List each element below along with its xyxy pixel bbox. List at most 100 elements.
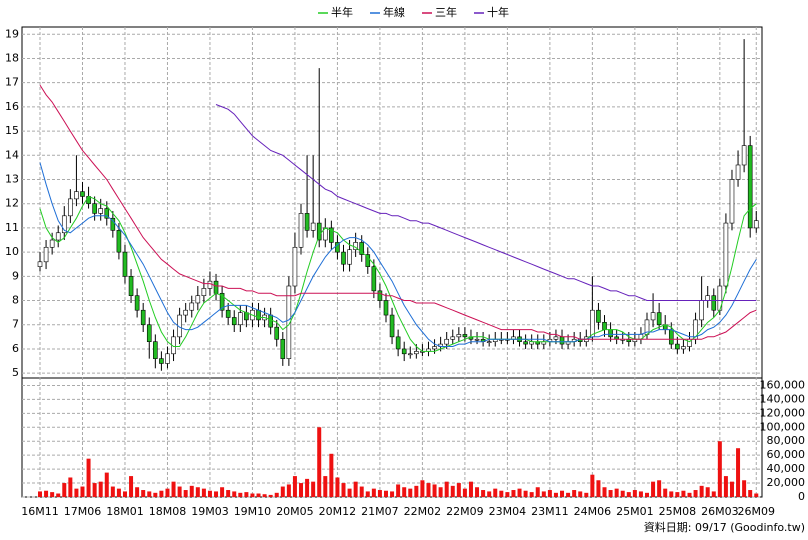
x-tick-label: 16M11 xyxy=(21,505,59,518)
volume-bar xyxy=(116,488,121,497)
volume-bar xyxy=(481,490,486,497)
volume-bar xyxy=(584,492,589,497)
candle-body xyxy=(225,309,231,318)
candle-body xyxy=(650,312,656,321)
candle-body xyxy=(274,326,280,340)
volume-bar xyxy=(602,487,607,497)
candle-body xyxy=(98,208,103,214)
volume-bar xyxy=(487,491,492,497)
volume-bar xyxy=(396,484,401,497)
volume-bar xyxy=(651,481,656,497)
volume-bar xyxy=(475,487,480,497)
volume-bar xyxy=(560,490,565,497)
candle-body xyxy=(37,261,43,267)
plot-frame xyxy=(21,26,763,498)
volume-bar xyxy=(402,487,407,497)
volume-bar xyxy=(207,490,212,497)
volume-bar xyxy=(62,483,67,497)
volume-bar xyxy=(444,481,449,497)
x-tick-label: 26M09 xyxy=(738,505,776,518)
candle-body xyxy=(456,334,462,338)
volume-bar xyxy=(450,485,455,497)
candle-body xyxy=(219,292,225,311)
candle-body xyxy=(553,336,559,340)
x-tick-label: 19M10 xyxy=(234,505,272,518)
volume-bar xyxy=(535,487,540,497)
volume-bar xyxy=(171,481,176,497)
volume-bar xyxy=(268,494,273,497)
candle-body xyxy=(681,346,686,350)
ma-line xyxy=(39,84,757,340)
y-tick-label: 9 xyxy=(12,269,19,282)
volume-bar xyxy=(499,490,504,497)
volume-bar xyxy=(705,487,710,497)
volume-bar xyxy=(572,490,577,497)
x-tick-label: 23M11 xyxy=(531,505,569,518)
candle-body xyxy=(74,191,79,200)
candle-body xyxy=(602,322,607,330)
volume-bar xyxy=(699,485,704,497)
volume-bar xyxy=(80,486,85,497)
volume-bar xyxy=(165,488,170,497)
volume-bar xyxy=(153,492,158,497)
volume-bar xyxy=(38,491,42,497)
volume-bar xyxy=(693,490,698,497)
candle-body xyxy=(43,246,49,263)
volume-bar xyxy=(553,492,558,497)
volume-bar xyxy=(141,490,146,497)
candle-body xyxy=(80,191,85,197)
volume-bar xyxy=(717,441,722,497)
candle-body xyxy=(116,230,122,253)
candle-body xyxy=(153,341,158,359)
ma-line xyxy=(215,104,757,301)
volume-bar xyxy=(189,485,194,497)
volume-bar xyxy=(299,483,304,497)
y2-tick-label: 40,000 xyxy=(767,462,806,475)
candle-body xyxy=(444,338,449,345)
y2-tick-label: 80,000 xyxy=(767,434,806,447)
candle-body xyxy=(189,302,195,311)
y2-tick-label: 20,000 xyxy=(767,476,806,489)
volume-bar xyxy=(353,481,358,497)
volume-bar xyxy=(711,491,716,497)
volume-bar xyxy=(244,492,249,497)
volume-bar xyxy=(736,448,741,497)
volume-bar xyxy=(729,481,734,497)
volume-bar xyxy=(408,488,413,497)
y2-tick-label: 60,000 xyxy=(767,448,806,461)
candle-body xyxy=(195,295,201,304)
volume-bar xyxy=(596,480,601,497)
candle-body xyxy=(365,254,371,267)
candle-body xyxy=(335,242,340,253)
x-tick-label: 17M06 xyxy=(64,505,102,518)
candle-body xyxy=(735,164,741,180)
candle-body xyxy=(723,222,729,287)
candle-body xyxy=(49,239,55,248)
candle-body xyxy=(92,203,97,214)
volume-bar xyxy=(383,490,388,497)
volume-bar xyxy=(511,490,516,497)
volume-bar xyxy=(274,492,279,497)
candle-body xyxy=(122,251,128,277)
candle-body xyxy=(128,276,134,296)
candle-body xyxy=(462,334,468,338)
y-tick-label: 19 xyxy=(5,27,19,40)
y-tick-label: 14 xyxy=(5,148,19,161)
y2-tick-label: 140,000 xyxy=(760,392,806,405)
volume-bar xyxy=(232,491,237,497)
volume-bar xyxy=(50,492,55,497)
volume-bar xyxy=(669,491,674,497)
candle-body xyxy=(256,309,261,321)
candle-body xyxy=(401,348,407,355)
candle-body xyxy=(699,300,704,321)
volume-bar xyxy=(754,493,759,497)
volume-bar xyxy=(214,491,219,497)
volume-bar xyxy=(390,491,395,497)
volume-bar xyxy=(505,492,510,497)
volume-bar xyxy=(578,491,583,497)
volume-bar xyxy=(529,492,534,497)
volume-bar xyxy=(675,492,680,497)
volume-bar xyxy=(456,483,461,497)
candle-body xyxy=(183,309,188,316)
